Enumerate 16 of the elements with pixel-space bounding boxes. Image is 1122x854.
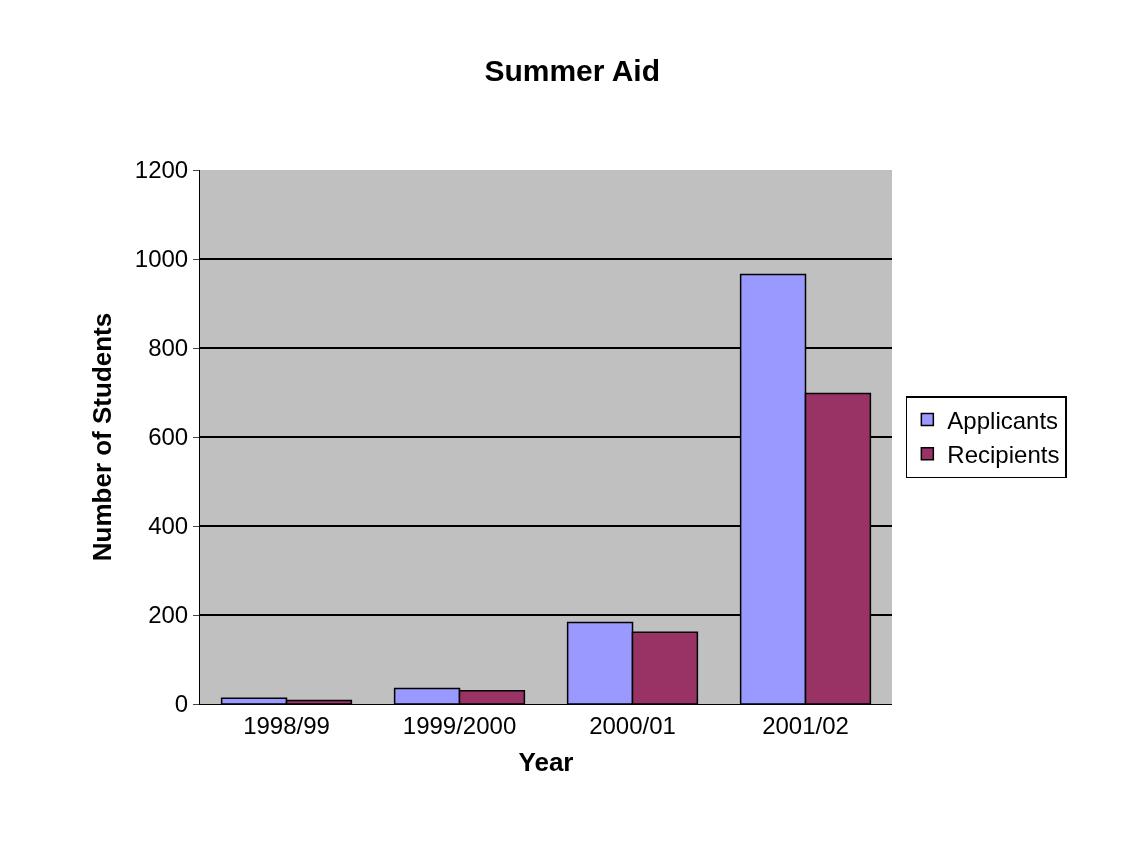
x-tick-label: 1999/2000 xyxy=(402,711,517,739)
y-tick-label: 600 xyxy=(148,423,189,451)
y-tick-label: 1200 xyxy=(134,156,189,184)
x-axis-title: Year xyxy=(518,747,574,778)
y-axis-title: Number of Students xyxy=(87,312,118,562)
y-tick-label: 0 xyxy=(174,690,189,718)
chart-title: Summer Aid xyxy=(484,53,661,87)
x-tick-label: 2000/01 xyxy=(589,711,676,739)
y-tick-label: 400 xyxy=(148,512,189,540)
x-tick-label: 1998/99 xyxy=(243,711,330,739)
y-tick-label: 800 xyxy=(148,334,189,362)
y-tick-label: 200 xyxy=(148,601,189,629)
y-tick-label: 1000 xyxy=(134,245,189,273)
x-tick-label: 2001/02 xyxy=(762,711,849,739)
legend-label: Applicants xyxy=(947,406,1059,434)
legend-label: Recipients xyxy=(947,441,1060,469)
